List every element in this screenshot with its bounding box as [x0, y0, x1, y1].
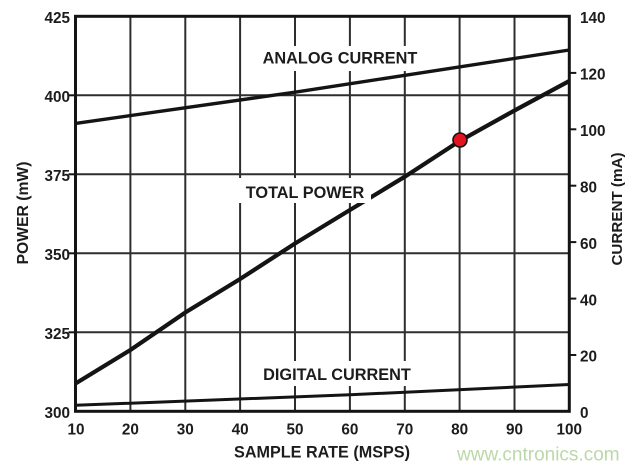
- svg-text:40: 40: [232, 422, 249, 439]
- svg-text:20: 20: [122, 422, 139, 439]
- svg-text:POWER (mW): POWER (mW): [15, 162, 32, 265]
- svg-text:30: 30: [177, 422, 194, 439]
- svg-text:140: 140: [580, 10, 606, 27]
- svg-text:0: 0: [580, 405, 589, 422]
- svg-text:120: 120: [580, 67, 606, 84]
- svg-text:50: 50: [286, 422, 303, 439]
- svg-text:SAMPLE RATE (MSPS): SAMPLE RATE (MSPS): [234, 444, 410, 462]
- svg-text:80: 80: [580, 179, 597, 196]
- svg-text:100: 100: [580, 123, 606, 140]
- svg-text:400: 400: [44, 89, 70, 106]
- svg-text:40: 40: [580, 292, 597, 309]
- svg-text:100: 100: [557, 422, 583, 439]
- svg-text:325: 325: [44, 326, 70, 343]
- svg-text:60: 60: [341, 422, 358, 439]
- svg-text:70: 70: [396, 422, 413, 439]
- svg-text:60: 60: [580, 236, 597, 253]
- svg-text:425: 425: [44, 10, 70, 27]
- svg-text:80: 80: [451, 422, 468, 439]
- svg-text:ANALOG CURRENT: ANALOG CURRENT: [263, 49, 418, 67]
- svg-text:375: 375: [44, 168, 70, 185]
- svg-text:CURRENT (mA): CURRENT (mA): [609, 152, 626, 265]
- svg-text:www.cntronics.com: www.cntronics.com: [456, 445, 620, 466]
- svg-text:300: 300: [44, 405, 70, 422]
- svg-text:20: 20: [580, 349, 597, 366]
- svg-text:10: 10: [67, 422, 84, 439]
- svg-text:TOTAL POWER: TOTAL POWER: [246, 184, 365, 202]
- svg-text:90: 90: [506, 422, 523, 439]
- svg-text:350: 350: [44, 247, 70, 264]
- svg-text:DIGITAL CURRENT: DIGITAL CURRENT: [263, 366, 411, 384]
